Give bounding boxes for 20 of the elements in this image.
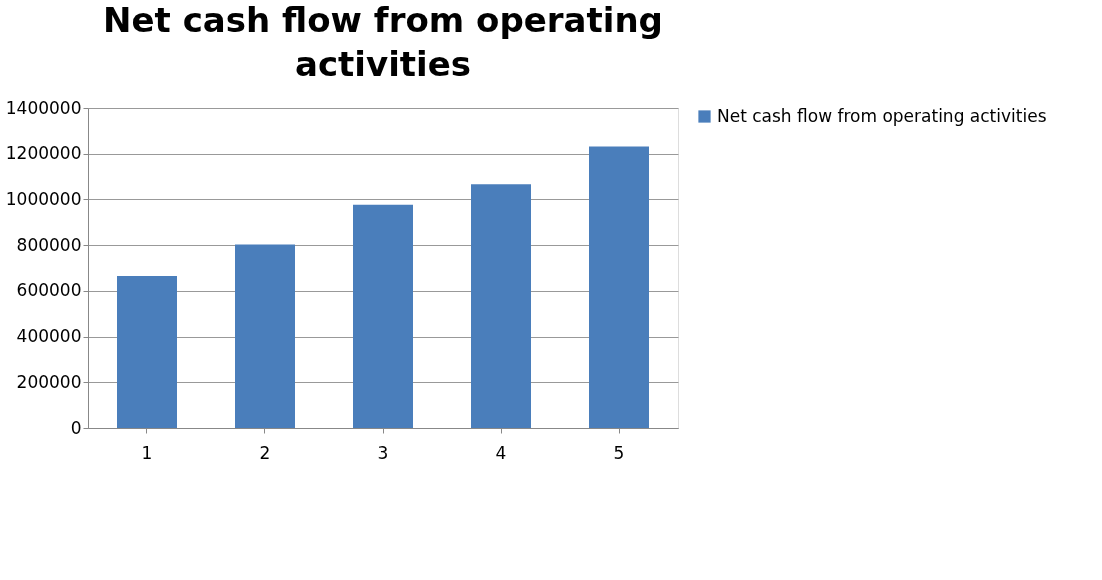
legend-label: Net cash flow from operating activities — [717, 105, 1047, 126]
x-tick-label: 3 — [377, 442, 389, 463]
x-tick-label: 1 — [141, 442, 153, 463]
bar — [235, 244, 295, 428]
y-tick-label: 1000000 — [5, 188, 82, 209]
y-tick-label: 0 — [70, 417, 82, 438]
y-tick-label: 600000 — [16, 280, 82, 301]
y-tick-label: 1200000 — [5, 143, 82, 164]
bar — [353, 204, 413, 428]
bar — [117, 276, 177, 428]
y-tick-label: 200000 — [16, 371, 82, 392]
y-tick-label: 1400000 — [5, 97, 82, 118]
y-tick-label: 800000 — [16, 234, 82, 255]
x-tick-label: 5 — [613, 442, 625, 463]
chart-title: Net cash flow from operating activities — [103, 0, 663, 84]
x-tick-label: 4 — [495, 442, 507, 463]
x-tick-label: 2 — [259, 442, 271, 463]
bar — [471, 184, 531, 428]
y-tick-label: 400000 — [16, 326, 82, 347]
bar — [589, 146, 649, 428]
